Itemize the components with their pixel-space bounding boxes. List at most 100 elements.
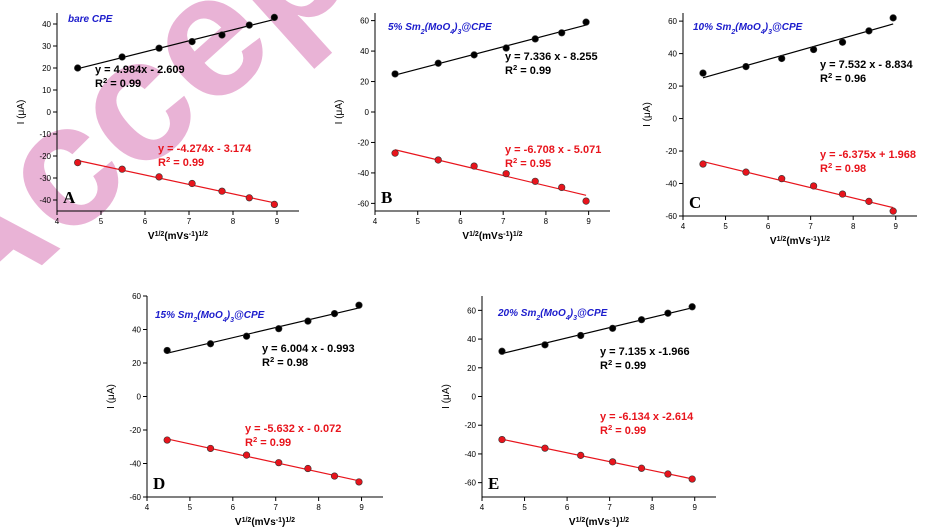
y-axis-label: I (μA)	[334, 100, 345, 125]
y-axis-label: I (μA)	[642, 102, 653, 127]
text-part: -1	[610, 517, 616, 524]
r-squared: R2 = 0.95	[505, 156, 551, 171]
data-point	[330, 309, 339, 318]
y-tick-label: 20	[467, 364, 476, 373]
y-tick-label: -20	[464, 421, 476, 430]
text-part: = 0.99	[612, 425, 646, 437]
data-point	[810, 45, 818, 54]
r-squared: R2 = 0.99	[245, 435, 291, 450]
data-point	[582, 197, 590, 205]
r-squared: R2 = 0.99	[600, 358, 646, 373]
data-point	[155, 44, 163, 52]
text-part: R	[95, 78, 103, 90]
data-point	[609, 458, 617, 466]
text-part: )	[282, 517, 285, 528]
y-tick-label: 0	[365, 108, 370, 117]
data-point	[74, 64, 82, 72]
data-point	[245, 21, 253, 29]
data-point	[74, 159, 82, 167]
text-part: (mVs	[585, 517, 610, 528]
r-squared: R2 = 0.99	[95, 76, 141, 91]
data-point	[577, 451, 585, 459]
fit-line	[702, 23, 894, 79]
text-part: V	[770, 236, 777, 247]
data-point	[163, 436, 171, 444]
y-tick-label: -20	[357, 138, 369, 147]
data-point	[355, 478, 363, 486]
text-part: 2	[166, 155, 170, 164]
text-part: = 0.99	[170, 157, 204, 169]
data-point	[637, 464, 646, 472]
x-tick-label: 5	[188, 503, 193, 512]
data-point	[838, 38, 847, 46]
data-point	[742, 62, 750, 71]
text-part: 1/2	[242, 517, 252, 524]
text-part: V	[569, 517, 576, 528]
x-tick-label: 5	[99, 217, 104, 226]
text-part: -1	[811, 236, 817, 243]
text-part: @CPE	[461, 22, 492, 33]
x-tick-label: 8	[231, 217, 236, 226]
y-tick-label: -10	[39, 130, 51, 139]
x-tick-label: 7	[187, 217, 192, 226]
y-tick-label: 40	[467, 335, 476, 344]
text-part: 2	[513, 156, 517, 165]
r-squared: R2 = 0.99	[505, 63, 551, 78]
x-tick-label: 4	[480, 503, 485, 512]
data-point	[163, 346, 171, 355]
data-point	[498, 435, 506, 444]
text-part: = 0.99	[107, 78, 141, 90]
text-part: )	[764, 22, 769, 33]
y-tick-label: 40	[668, 50, 677, 59]
text-part: = 0.99	[612, 360, 646, 372]
text-part: -1	[276, 517, 282, 524]
y-tick-label: 10	[42, 86, 51, 95]
text-part: R	[158, 157, 166, 169]
x-tick-label: 7	[274, 503, 279, 512]
panel-title: 10% Sm2(MoO4)3@CPE	[693, 22, 803, 36]
text-part: 1/2	[155, 231, 165, 238]
equation: y = 7.336 x - 8.255	[505, 51, 598, 63]
data-point	[582, 18, 590, 26]
data-point	[889, 14, 897, 22]
y-tick-label: 0	[47, 108, 52, 117]
data-point	[810, 182, 818, 190]
text-part: V	[462, 231, 469, 242]
x-axis-label: V1/2(mVs-1)1/2	[148, 231, 208, 243]
x-tick-label: 8	[316, 503, 321, 512]
data-point	[699, 69, 707, 77]
data-point	[865, 197, 873, 205]
y-tick-label: 20	[42, 64, 51, 73]
y-tick-label: -20	[39, 152, 51, 161]
y-tick-label: -60	[357, 199, 369, 208]
data-point	[531, 35, 539, 43]
text-part: @CPE	[772, 22, 803, 33]
data-point	[270, 13, 278, 21]
x-axis-label: V1/2(mVs-1)1/2	[235, 517, 295, 529]
text-part: 1/2	[820, 236, 830, 243]
data-point	[391, 149, 399, 157]
x-tick-label: 9	[586, 217, 591, 226]
data-point	[218, 187, 226, 195]
text-part: 2	[535, 315, 540, 322]
text-part: 2	[420, 29, 425, 36]
x-tick-label: 7	[501, 217, 506, 226]
x-tick-label: 8	[650, 503, 655, 512]
x-tick-label: 9	[359, 503, 364, 512]
equation: y = -5.632 x - 0.072	[245, 423, 341, 435]
data-point	[470, 162, 478, 170]
text-part: )	[453, 22, 458, 33]
text-part: 2	[730, 29, 735, 36]
panel-letter: E	[488, 474, 499, 493]
text-part: )	[569, 308, 574, 319]
x-tick-label: 8	[851, 222, 856, 231]
text-part: )	[226, 310, 231, 321]
x-tick-label: 6	[565, 503, 570, 512]
y-tick-label: 0	[673, 115, 678, 124]
y-tick-label: 0	[472, 393, 477, 402]
text-part: -1	[189, 231, 195, 238]
y-tick-label: 30	[42, 42, 51, 51]
text-part: 2	[192, 317, 197, 324]
text-part: 2	[828, 71, 832, 80]
data-point	[531, 177, 539, 185]
